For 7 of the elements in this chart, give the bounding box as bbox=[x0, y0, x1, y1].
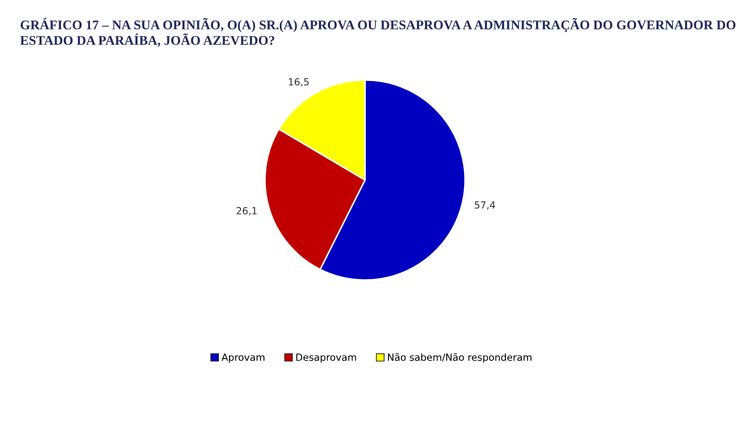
data-label: 16,5 bbox=[288, 78, 309, 87]
data-label: 57,4 bbox=[474, 201, 496, 210]
data-label: 26,1 bbox=[236, 207, 257, 216]
legend-label: Desaprovam bbox=[296, 354, 356, 363]
chart-title: GRÁFICO 17 – NA SUA OPINIÃO, O(A) SR.(A) APROVA OU DESAPROVA A ADMINISTRAÇÃO DO GOVERNADOR DO ESTADO DA PARAÍBA, JOÃO AZEVEDO? bbox=[20, 18, 736, 47]
legend-label: Não sabem/Não responderam bbox=[388, 353, 532, 363]
legend-label: Aprovam bbox=[222, 354, 264, 363]
